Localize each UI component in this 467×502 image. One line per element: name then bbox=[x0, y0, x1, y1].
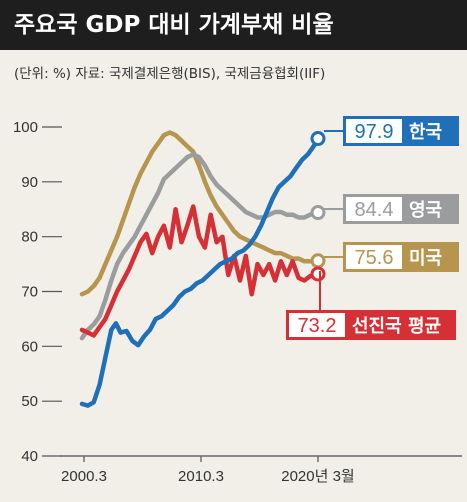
label-value: 84.4 bbox=[355, 199, 394, 221]
y-tick-label: 40 bbox=[21, 448, 38, 465]
y-tick-label: 80 bbox=[21, 229, 38, 246]
y-tick-label: 100 bbox=[13, 119, 38, 136]
label-value-box bbox=[289, 313, 345, 337]
series-line bbox=[79, 136, 321, 408]
series-end-label: 97.9 한국 bbox=[324, 116, 459, 146]
label-name: 미국 bbox=[409, 248, 442, 269]
x-tick-label: 2000.3 bbox=[61, 468, 107, 485]
series-lines bbox=[79, 130, 326, 408]
label-value-box bbox=[346, 245, 402, 269]
label-value: 75.6 bbox=[355, 247, 394, 269]
label-name: 영국 bbox=[409, 200, 442, 221]
label-name: 한국 bbox=[409, 122, 442, 143]
x-axis: 2000.3 2010.3 2020년 3월 bbox=[60, 455, 462, 485]
series-end-marker bbox=[310, 253, 326, 269]
label-value-box bbox=[346, 197, 402, 221]
series-end-marker bbox=[310, 266, 326, 282]
label-value: 97.9 bbox=[355, 121, 394, 143]
series-labels: 97.9 한국 84.4 영국 75.6 미국 73.2 선진국 평균 bbox=[286, 116, 459, 340]
series-line bbox=[79, 204, 321, 338]
y-axis: 100 90 80 70 60 50 40 bbox=[13, 119, 62, 465]
chart-source: (단위: %) 자료: 국제결제은행(BIS), 국제금융협회(IIF) bbox=[14, 66, 326, 82]
y-tick-label: 70 bbox=[21, 284, 38, 301]
x-tick-label: 2020년 3월 bbox=[281, 468, 354, 485]
y-tick-label: 60 bbox=[21, 338, 38, 355]
series-line bbox=[79, 152, 321, 341]
label-value-box bbox=[346, 119, 402, 143]
series-end-marker bbox=[310, 131, 326, 147]
label-name: 선진국 평균 bbox=[352, 316, 441, 337]
series-end-label: 73.2 선진국 평균 bbox=[286, 271, 456, 340]
series-line bbox=[79, 130, 321, 297]
y-tick-label: 90 bbox=[21, 174, 38, 191]
y-tick-label: 50 bbox=[21, 393, 38, 410]
series-end-marker bbox=[310, 205, 326, 221]
label-value: 73.2 bbox=[298, 315, 337, 337]
series-end-label: 75.6 미국 bbox=[324, 242, 459, 272]
x-tick-label: 2010.3 bbox=[178, 468, 224, 485]
series-end-label: 84.4 영국 bbox=[324, 194, 459, 224]
chart-title: 주요국 GDP 대비 가계부채 비율 bbox=[0, 0, 467, 50]
